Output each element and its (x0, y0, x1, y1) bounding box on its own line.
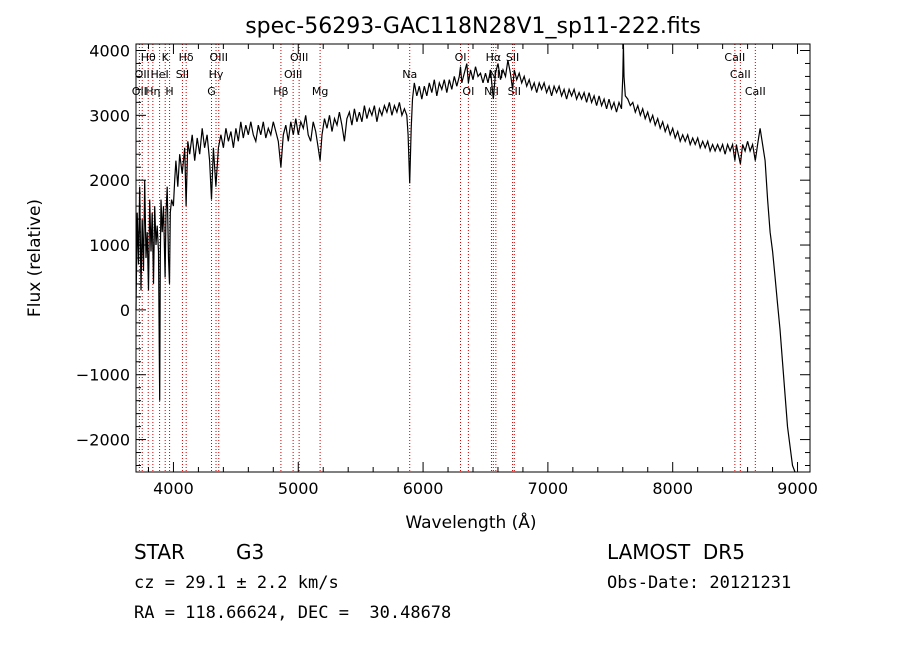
x-tick-label: 7000 (528, 479, 569, 498)
y-tick-label: 2000 (89, 171, 130, 190)
line-marker-label: NII (484, 85, 499, 98)
line-marker-label: G (207, 85, 216, 98)
line-marker-label: Hα (486, 51, 502, 64)
line-marker-label: CaII (730, 68, 751, 81)
survey-name: LAMOST DR5 (607, 540, 745, 564)
line-marker-labels: OIIOIIHθHηHeIKHSIIHδGHγOIIIHβOIIIOIIIMgN… (132, 51, 766, 98)
line-marker-label: SII (506, 51, 519, 64)
coordinates: RA = 118.66624, DEC = 30.48678 (134, 603, 452, 623)
line-marker-label: OII (135, 68, 150, 81)
object-class: STAR (134, 540, 185, 564)
line-marker-label: H (165, 85, 173, 98)
line-marker-label: Na (402, 68, 417, 81)
y-tick-label: −1000 (76, 366, 130, 385)
line-marker-label: SII (176, 68, 189, 81)
x-tick-label: 8000 (652, 479, 693, 498)
y-tick-label: 0 (120, 301, 130, 320)
x-tick-label: 5000 (278, 479, 319, 498)
y-tick-label: 1000 (89, 236, 130, 255)
object-subclass: G3 (236, 540, 265, 564)
line-marker-label: Hθ (141, 51, 156, 64)
line-marker-label: Hδ (179, 51, 194, 64)
line-markers (138, 44, 756, 472)
axis-ticks: 4000 5000 6000 7000 8000 9000 −2000 −1000 0 1000 2… (76, 41, 818, 498)
y-tick-label: 4000 (89, 41, 130, 60)
line-marker-label: K (162, 51, 170, 64)
obs-date: Obs-Date: 20121231 (607, 573, 792, 593)
spectrum-line (135, 43, 796, 473)
x-tick-label: 9000 (777, 479, 818, 498)
line-marker-label: Hβ (273, 85, 288, 98)
line-marker-label: OIII (290, 51, 308, 64)
line-marker-label: OI (462, 85, 474, 98)
x-tick-label: 6000 (403, 479, 444, 498)
line-marker-label: HeI (150, 68, 168, 81)
line-marker-label: CaII (724, 51, 745, 64)
line-marker-label: OIII (210, 51, 228, 64)
y-axis-label: Flux (relative) (25, 199, 45, 317)
y-tick-label: 3000 (89, 106, 130, 125)
y-tick-label: −2000 (76, 431, 130, 450)
line-marker-label: Hγ (209, 68, 224, 81)
line-marker-label: Hη (145, 85, 160, 98)
line-marker-label: OI (455, 51, 467, 64)
redshift-info: cz = 29.1 ± 2.2 km/s (134, 573, 339, 593)
line-marker-label: CaII (745, 85, 766, 98)
x-axis-label: Wavelength (Å) (405, 511, 536, 533)
plot-frame (135, 43, 811, 473)
line-marker-label: SII (508, 85, 521, 98)
line-marker-label: OIII (284, 68, 302, 81)
line-marker-label: Mg (312, 85, 328, 98)
chart-title: spec-56293-GAC118N28V1_sp11-222.fits (245, 14, 701, 39)
x-tick-label: 4000 (153, 479, 194, 498)
